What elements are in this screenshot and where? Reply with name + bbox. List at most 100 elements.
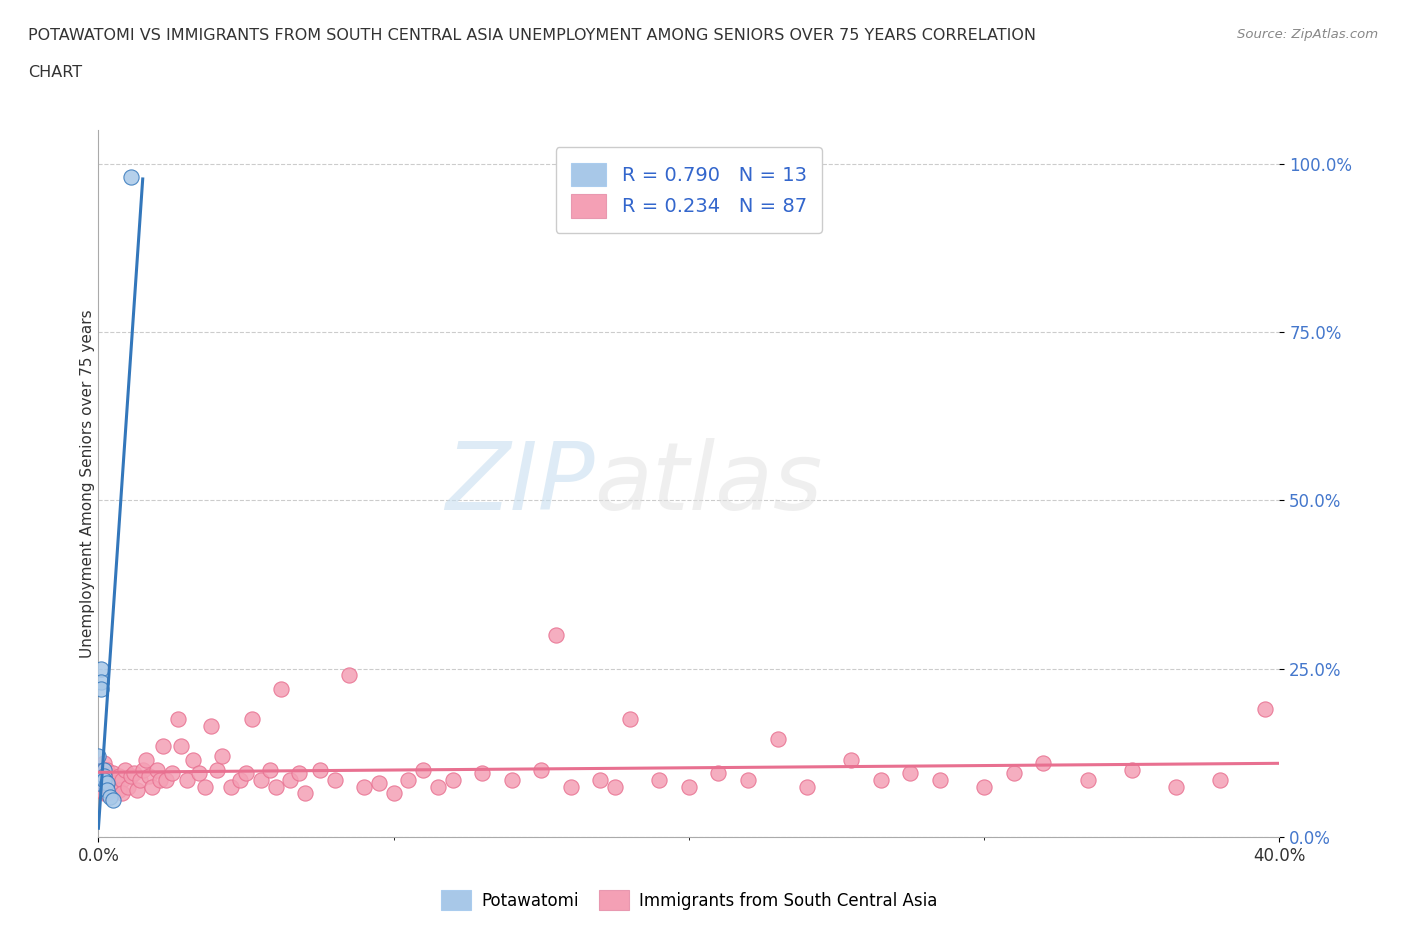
Y-axis label: Unemployment Among Seniors over 75 years: Unemployment Among Seniors over 75 years xyxy=(80,310,94,658)
Point xyxy=(96,786,118,801)
Point xyxy=(900,765,922,780)
Point xyxy=(135,752,157,767)
Point xyxy=(96,782,118,797)
Point xyxy=(141,779,163,794)
Point xyxy=(737,772,759,787)
Point xyxy=(530,763,553,777)
Point xyxy=(288,765,311,780)
Point xyxy=(1209,772,1232,787)
Point xyxy=(120,769,142,784)
Point xyxy=(170,738,193,753)
Point xyxy=(382,786,405,801)
Text: ZIP: ZIP xyxy=(444,438,595,529)
Point xyxy=(1121,763,1143,777)
Point xyxy=(396,772,419,787)
Point xyxy=(90,661,112,676)
Point xyxy=(501,772,523,787)
Point xyxy=(560,779,582,794)
Point xyxy=(98,782,121,797)
Point xyxy=(368,776,391,790)
Point xyxy=(93,755,115,770)
Text: atlas: atlas xyxy=(595,438,823,529)
Point xyxy=(278,772,302,787)
Point xyxy=(294,786,316,801)
Point xyxy=(928,772,950,787)
Point xyxy=(87,776,110,790)
Point xyxy=(589,772,612,787)
Legend: R = 0.790   N = 13, R = 0.234   N = 87: R = 0.790 N = 13, R = 0.234 N = 87 xyxy=(555,147,823,233)
Point xyxy=(125,782,148,797)
Point xyxy=(619,711,641,726)
Point xyxy=(90,765,112,780)
Point xyxy=(707,765,730,780)
Text: POTAWATOMI VS IMMIGRANTS FROM SOUTH CENTRAL ASIA UNEMPLOYMENT AMONG SENIORS OVER: POTAWATOMI VS IMMIGRANTS FROM SOUTH CENT… xyxy=(28,28,1036,43)
Point xyxy=(96,763,118,777)
Point xyxy=(105,776,128,790)
Point xyxy=(544,628,567,643)
Point xyxy=(240,711,263,726)
Point xyxy=(648,772,671,787)
Point xyxy=(117,779,139,794)
Point xyxy=(259,763,281,777)
Point xyxy=(152,738,174,753)
Point xyxy=(1002,765,1025,780)
Point xyxy=(1254,701,1277,716)
Point xyxy=(87,749,110,764)
Point xyxy=(162,765,183,780)
Text: Source: ZipAtlas.com: Source: ZipAtlas.com xyxy=(1237,28,1378,41)
Point xyxy=(98,790,121,804)
Point xyxy=(108,782,131,797)
Point xyxy=(270,682,292,697)
Point xyxy=(264,779,287,794)
Point xyxy=(93,769,115,784)
Point xyxy=(103,765,125,780)
Point xyxy=(167,711,190,726)
Point xyxy=(108,769,131,784)
Point xyxy=(90,682,112,697)
Point xyxy=(1032,755,1054,770)
Point xyxy=(114,763,136,777)
Point xyxy=(149,772,172,787)
Point xyxy=(678,779,700,794)
Point xyxy=(200,719,222,734)
Point xyxy=(128,772,150,787)
Text: CHART: CHART xyxy=(28,65,82,80)
Point xyxy=(155,772,177,787)
Point xyxy=(103,779,125,794)
Point xyxy=(427,779,450,794)
Point xyxy=(93,772,115,787)
Point xyxy=(839,752,862,767)
Point xyxy=(93,786,115,801)
Legend: Potawatomi, Immigrants from South Central Asia: Potawatomi, Immigrants from South Centra… xyxy=(434,884,943,917)
Point xyxy=(138,769,160,784)
Point xyxy=(605,779,627,794)
Point xyxy=(93,763,115,777)
Point xyxy=(205,763,228,777)
Point xyxy=(250,772,273,787)
Point xyxy=(122,765,145,780)
Point xyxy=(229,772,252,787)
Point xyxy=(973,779,995,794)
Point xyxy=(441,772,464,787)
Point xyxy=(412,763,434,777)
Point xyxy=(93,772,115,787)
Point xyxy=(120,170,142,185)
Point xyxy=(869,772,891,787)
Point xyxy=(323,772,346,787)
Point xyxy=(96,772,118,787)
Point xyxy=(1164,779,1187,794)
Point xyxy=(98,769,121,784)
Point xyxy=(187,765,209,780)
Point xyxy=(1077,772,1099,787)
Point xyxy=(111,786,134,801)
Point xyxy=(211,749,233,764)
Point xyxy=(235,765,257,780)
Point xyxy=(181,752,204,767)
Point xyxy=(103,792,125,807)
Point xyxy=(96,776,118,790)
Point xyxy=(111,772,134,787)
Point xyxy=(146,763,169,777)
Point xyxy=(796,779,818,794)
Point xyxy=(219,779,242,794)
Point xyxy=(132,763,155,777)
